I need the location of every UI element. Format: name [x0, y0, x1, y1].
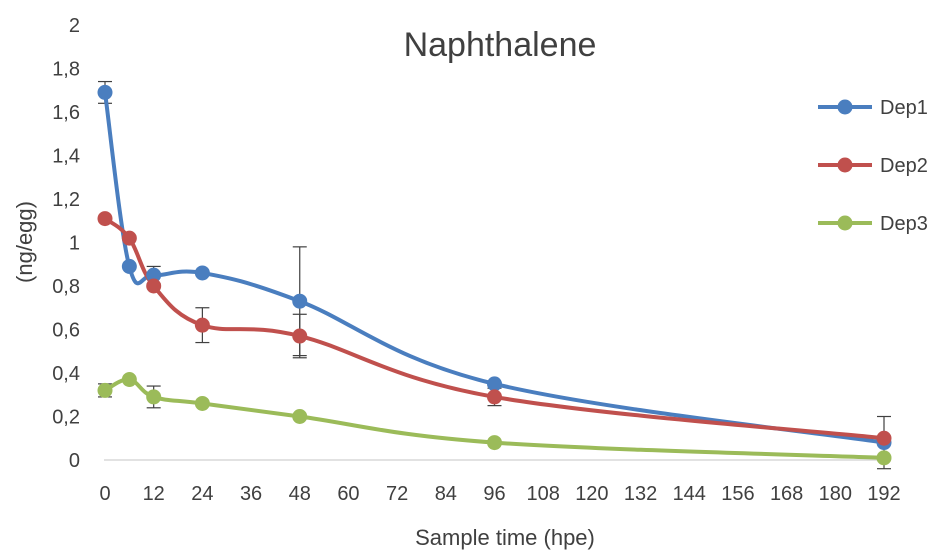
x-tick-label: 72 — [386, 483, 408, 505]
x-tick-label: 192 — [867, 483, 900, 505]
series-points — [97, 84, 892, 466]
x-tick-label: 180 — [819, 483, 852, 505]
x-tick-label: 60 — [337, 483, 359, 505]
x-tick-labels: 0 12 24 36 48 60 72 84 96 108 120 132 144 156 168 180 19… — [99, 483, 900, 505]
data-point-dep3 — [194, 395, 210, 411]
y-tick-label: 1,6 — [52, 102, 80, 124]
data-point-dep3 — [292, 409, 308, 424]
legend-swatch-marker — [837, 215, 853, 231]
y-tick-label: 0,4 — [52, 363, 80, 385]
data-point-dep3 — [487, 435, 502, 451]
data-point-dep3 — [876, 450, 892, 466]
data-point-dep1 — [194, 265, 210, 281]
y-tick-label: 1,2 — [52, 189, 80, 211]
x-tick-label: 156 — [721, 483, 754, 505]
data-point-dep1 — [487, 376, 502, 392]
legend-swatch-marker — [837, 99, 853, 115]
x-tick-label: 108 — [527, 483, 560, 505]
x-tick-label: 144 — [673, 483, 706, 505]
x-tick-label: 168 — [770, 483, 803, 505]
x-tick-label: 12 — [143, 483, 165, 505]
x-tick-label: 132 — [624, 483, 657, 505]
legend-label: Dep1 — [880, 97, 928, 119]
series-line-dep3 — [103, 377, 886, 460]
data-point-dep2 — [97, 211, 113, 227]
data-point-dep2 — [194, 317, 210, 333]
y-tick-label: 1 — [69, 233, 80, 255]
y-tick-label: 0,8 — [52, 276, 80, 298]
x-tick-label: 36 — [240, 483, 262, 505]
data-point-dep3 — [146, 389, 162, 405]
y-tick-label: 0,6 — [52, 320, 80, 342]
data-point-dep2 — [121, 230, 137, 246]
data-point-dep2 — [292, 328, 308, 344]
y-axis-label: (ng/egg) — [12, 201, 37, 283]
data-point-dep3 — [121, 372, 137, 388]
x-tick-label: 24 — [191, 483, 213, 505]
x-tick-label: 120 — [575, 483, 608, 505]
data-point-dep1 — [146, 267, 162, 283]
data-point-dep1 — [292, 293, 308, 309]
data-point-dep2 — [876, 430, 892, 446]
series-line-dep2 — [103, 216, 886, 441]
x-tick-label: 0 — [99, 483, 110, 505]
x-tick-label: 48 — [289, 483, 311, 505]
y-tick-label: 2 — [69, 15, 80, 37]
x-tick-label: 96 — [483, 483, 505, 505]
y-tick-label: 0 — [69, 450, 80, 472]
chart-title: Naphthalene — [404, 26, 597, 64]
legend-label: Dep2 — [880, 155, 928, 177]
data-point-dep1 — [121, 258, 137, 274]
y-tick-label: 1,4 — [52, 146, 80, 168]
data-point-dep2 — [146, 278, 162, 294]
data-point-dep2 — [487, 389, 502, 405]
y-tick-label: 1,8 — [52, 59, 80, 81]
legend-swatch-marker — [837, 157, 853, 173]
data-point-dep1 — [97, 84, 113, 100]
x-tick-label: 84 — [435, 483, 457, 505]
legend-label: Dep3 — [880, 213, 928, 235]
legend: Dep1 Dep2 Dep3 — [818, 97, 928, 235]
y-tick-label: 0,2 — [52, 407, 80, 429]
data-point-dep3 — [97, 382, 113, 398]
x-axis-label: Sample time (hpe) — [415, 525, 595, 550]
y-tick-labels: 0 0,2 0,4 0,6 0,8 1 1,2 1,4 1,6 1,8 2 — [52, 15, 80, 472]
